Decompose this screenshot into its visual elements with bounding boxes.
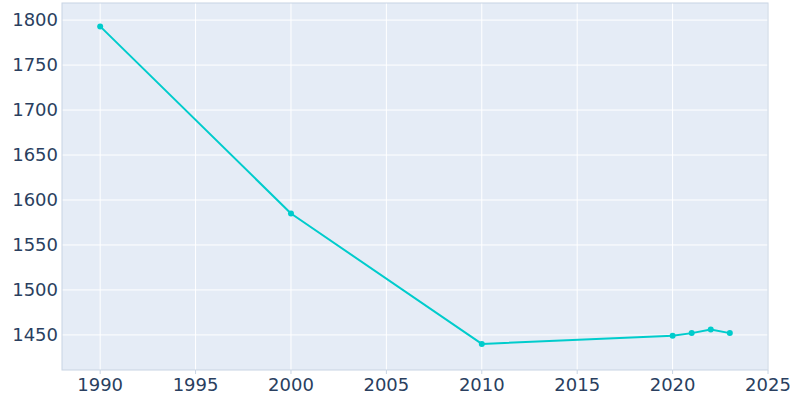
data-point <box>97 23 103 29</box>
x-tick-label: 2000 <box>268 374 314 395</box>
x-grid-line <box>100 3 101 370</box>
y-grid-line <box>62 65 768 66</box>
x-tick-label: 2025 <box>745 374 791 395</box>
chart-svg: 1990 1995 2000 2005 2010 2015 2020 2025 1450 1500… <box>0 0 800 400</box>
y-tick-label: 1500 <box>12 279 58 300</box>
y-grid-line <box>62 110 768 111</box>
x-tick-label: 1990 <box>77 374 123 395</box>
x-tick-label: 2015 <box>554 374 600 395</box>
y-grid-line <box>62 244 768 245</box>
y-grid-line <box>62 155 768 156</box>
x-tick-label: 1995 <box>173 374 219 395</box>
tick-labels: 1990 1995 2000 2005 2010 2015 2020 2025 1450 1500… <box>12 9 791 395</box>
y-tick-label: 1600 <box>12 189 58 210</box>
plot-frame <box>62 3 768 370</box>
data-point <box>479 341 485 347</box>
x-tick-label: 2020 <box>650 374 696 395</box>
y-grid-line <box>62 20 768 21</box>
y-tick-label: 1650 <box>12 144 58 165</box>
y-grid-line <box>62 199 768 200</box>
y-tick-label: 1800 <box>12 9 58 30</box>
data-point <box>708 327 714 333</box>
y-tick-label: 1550 <box>12 234 58 255</box>
data-point <box>670 333 676 339</box>
data-point <box>288 210 294 216</box>
plot-background <box>62 3 768 370</box>
x-grid-line <box>672 3 673 370</box>
data-point <box>689 330 695 336</box>
grid <box>62 3 768 370</box>
y-tick-label: 1750 <box>12 54 58 75</box>
data-point <box>727 330 733 336</box>
x-grid-line <box>481 3 482 370</box>
y-grid-line <box>62 289 768 290</box>
x-tick-label: 2010 <box>459 374 505 395</box>
x-grid-line <box>195 3 196 370</box>
data-line <box>100 26 730 344</box>
y-tick-label: 1450 <box>12 324 58 345</box>
chart-container: 1990 1995 2000 2005 2010 2015 2020 2025 1450 1500… <box>0 0 800 400</box>
y-tick-label: 1700 <box>12 99 58 120</box>
x-grid-line <box>386 3 387 370</box>
x-tick-label: 2005 <box>363 374 409 395</box>
x-grid-line <box>290 3 291 370</box>
x-grid-line <box>577 3 578 370</box>
data-marks <box>97 23 733 347</box>
